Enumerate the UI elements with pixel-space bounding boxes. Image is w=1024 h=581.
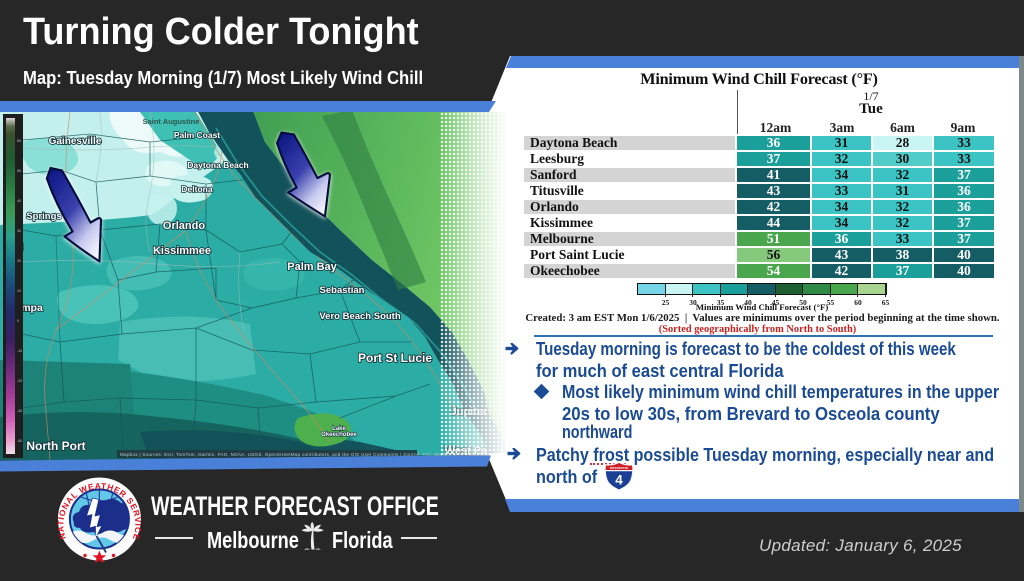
svg-text:mpa: mpa (21, 302, 43, 314)
svg-text:30: 30 (17, 229, 21, 233)
svg-text:40: 40 (17, 199, 21, 203)
svg-text:10: 10 (17, 289, 21, 293)
svg-text:Palm Coast: Palm Coast (174, 130, 220, 140)
svg-text:Palm Bay: Palm Bay (287, 261, 337, 273)
svg-text:North Port: North Port (26, 439, 85, 453)
svg-text:Mapbox | Sources: Esri, TomTom: Mapbox | Sources: Esri, TomTom, Garmin, … (120, 452, 505, 457)
svg-text:20: 20 (17, 259, 21, 263)
svg-text:Lake: Lake (332, 426, 346, 432)
svg-text:-40: -40 (17, 439, 22, 443)
svg-text:Orlando: Orlando (163, 220, 205, 232)
svg-text:50: 50 (17, 169, 21, 173)
svg-text:Sebastian: Sebastian (320, 285, 365, 296)
svg-text:60: 60 (17, 139, 21, 143)
svg-text:Gainesville: Gainesville (49, 136, 102, 147)
svg-text:Saint Augustine: Saint Augustine (143, 117, 200, 126)
svg-text:Daytona Beach: Daytona Beach (187, 160, 248, 170)
svg-text:-30: -30 (17, 409, 22, 413)
svg-text:Deltona: Deltona (181, 184, 212, 194)
svg-text:Okeechobee: Okeechobee (321, 432, 357, 438)
svg-text:4: 4 (615, 473, 623, 488)
svg-text:Kissimmee: Kissimmee (153, 245, 211, 257)
svg-text:INTERSTATE: INTERSTATE (610, 466, 628, 470)
svg-text:-20: -20 (17, 379, 22, 383)
svg-text:0: 0 (17, 319, 19, 323)
svg-text:Port St Lucie: Port St Lucie (358, 351, 432, 365)
svg-text:-10: -10 (17, 349, 22, 353)
svg-text:Vero Beach South: Vero Beach South (319, 311, 400, 322)
svg-text:Springs: Springs (26, 211, 61, 222)
